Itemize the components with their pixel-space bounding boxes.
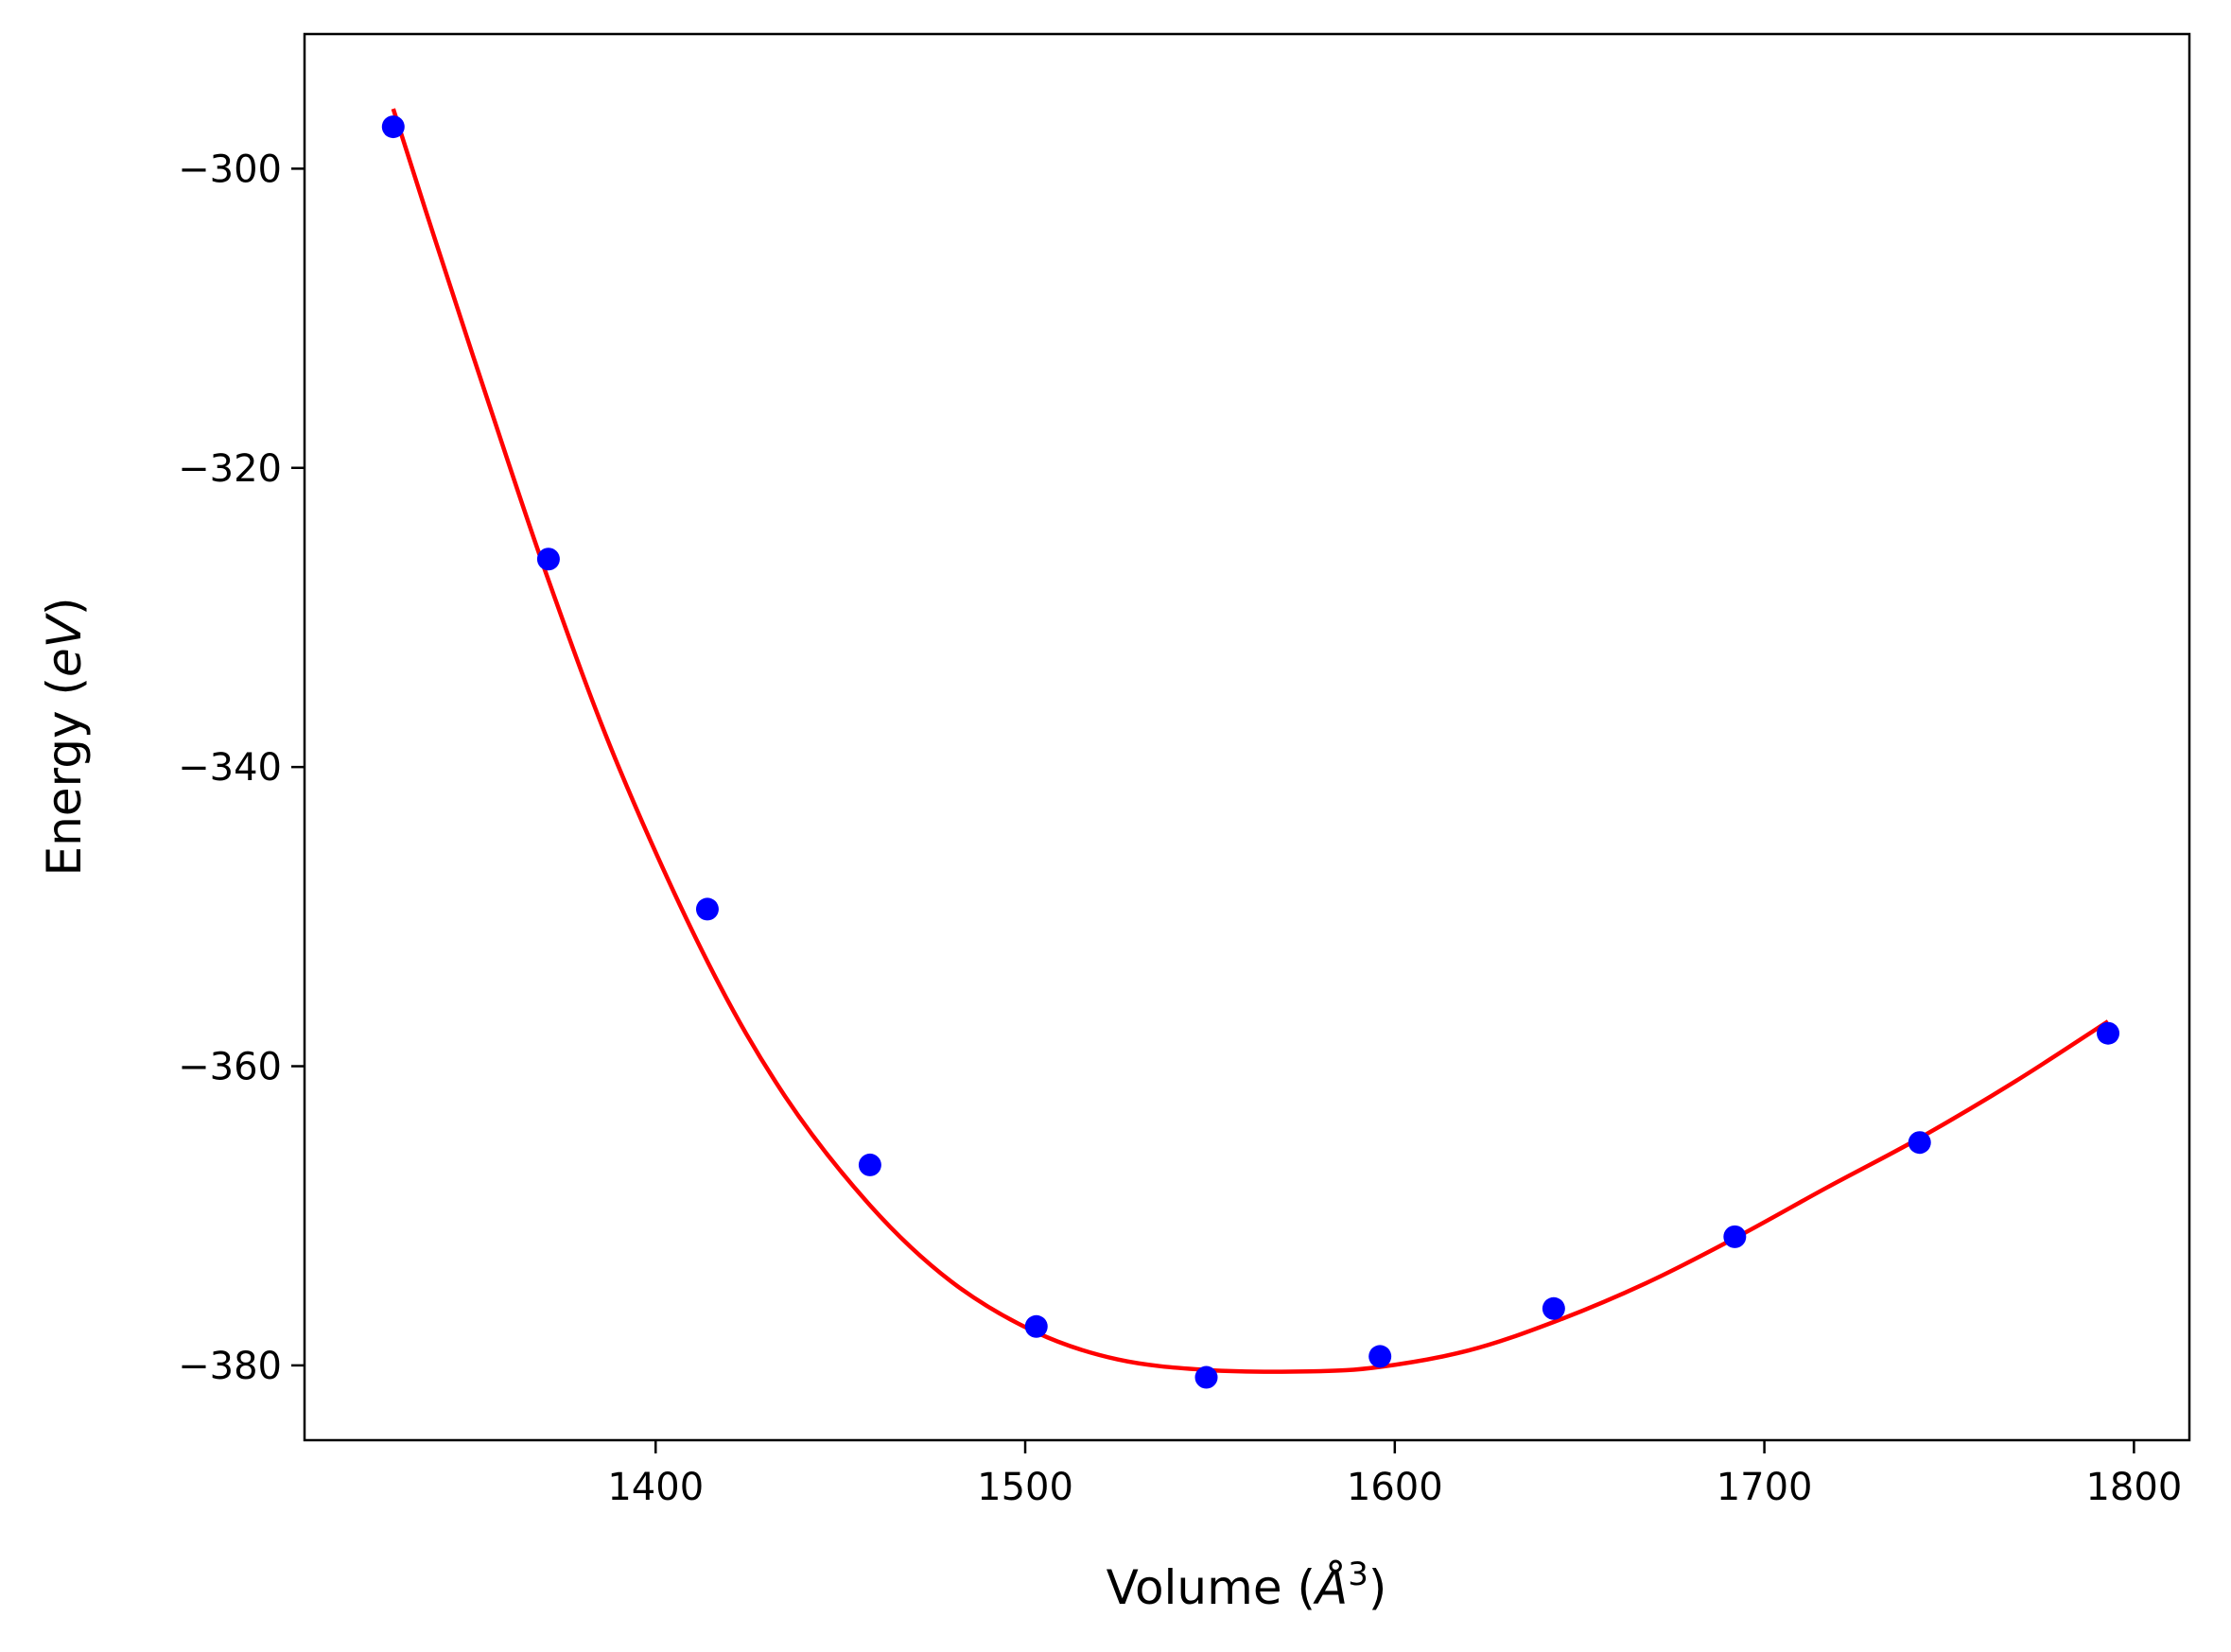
x-tick-label: 1400 xyxy=(607,1466,704,1509)
x-axis-label-unit: Å xyxy=(1313,1560,1348,1615)
data-point xyxy=(858,1153,881,1176)
y-tick-label: −380 xyxy=(178,1345,282,1388)
x-axis-label: Volume (Å3) xyxy=(1107,1556,1387,1615)
data-point xyxy=(1542,1296,1565,1320)
x-axis-ticks: 1400 1500 1600 1700 1800 xyxy=(607,1440,2182,1509)
y-axis-label-close: ) xyxy=(37,598,92,617)
x-axis-label-close: ) xyxy=(1368,1560,1387,1615)
data-point xyxy=(1368,1345,1392,1368)
data-point xyxy=(1723,1225,1747,1248)
y-tick-label: −340 xyxy=(178,746,282,790)
data-point xyxy=(1908,1131,1931,1155)
data-point xyxy=(536,548,560,571)
data-point xyxy=(381,115,405,139)
x-axis-label-text: Volume ( xyxy=(1107,1560,1316,1615)
x-tick-label: 1500 xyxy=(977,1466,1073,1509)
plot-background xyxy=(305,34,2189,1440)
y-axis-ticks: −300 −320 −340 −360 −380 xyxy=(178,148,305,1388)
y-axis-label: Energy (eV) xyxy=(37,598,92,877)
data-point xyxy=(695,897,719,921)
data-point xyxy=(2097,1021,2120,1045)
x-tick-label: 1600 xyxy=(1347,1466,1443,1509)
y-tick-label: −300 xyxy=(178,148,282,191)
y-tick-label: −360 xyxy=(178,1046,282,1089)
x-axis-label-sup: 3 xyxy=(1348,1556,1368,1593)
x-tick-label: 1800 xyxy=(2085,1466,2182,1509)
y-axis-label-text: Energy ( xyxy=(37,677,92,876)
y-axis-label-unit: eV xyxy=(37,612,92,677)
data-point xyxy=(1024,1314,1048,1338)
series-layer xyxy=(381,108,2120,1389)
fit-curve xyxy=(391,108,2110,1374)
x-tick-label: 1700 xyxy=(1717,1466,1813,1509)
y-tick-label: −320 xyxy=(178,447,282,491)
data-point xyxy=(1194,1365,1218,1389)
plot-frame xyxy=(303,32,2191,1442)
